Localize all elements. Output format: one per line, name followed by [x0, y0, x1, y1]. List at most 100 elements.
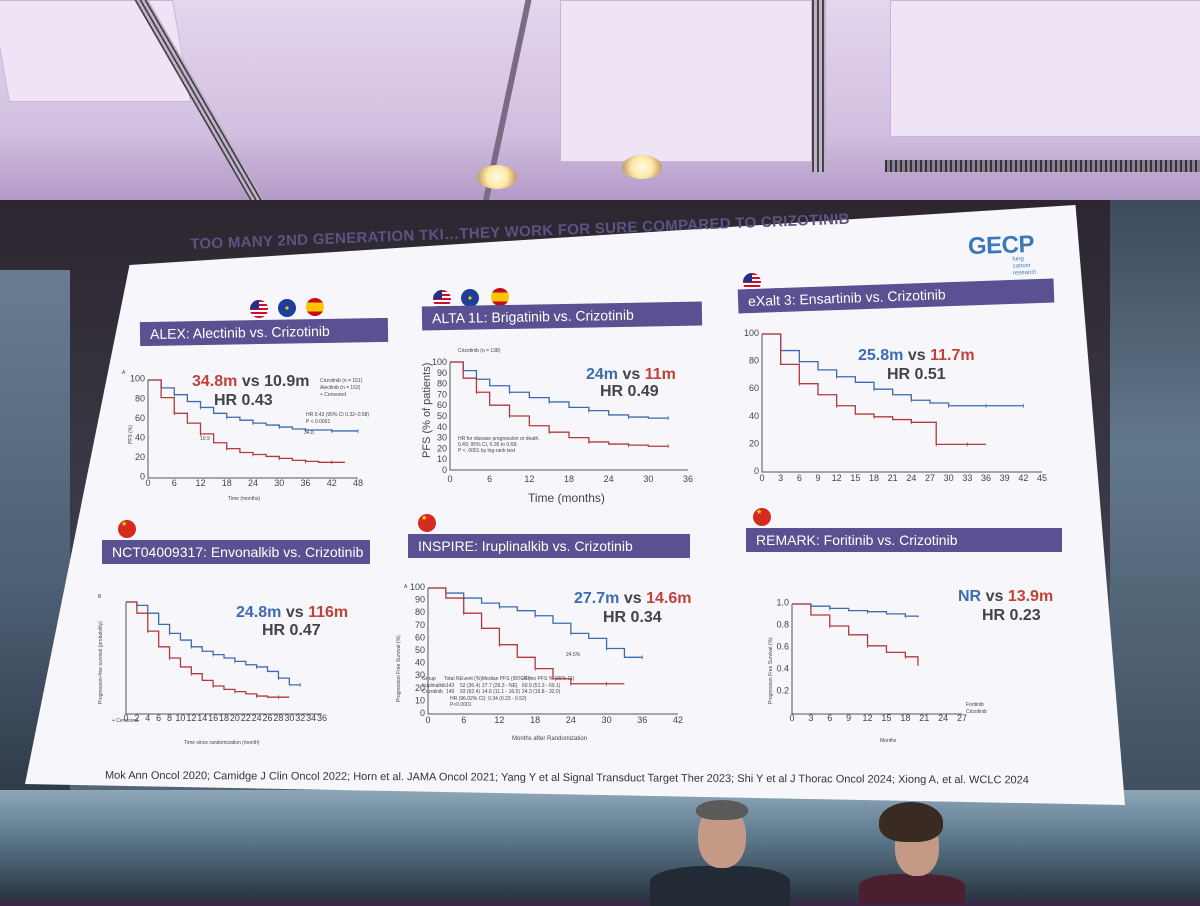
- summary-table: Group Total N Event (%) Median PFS (95% …: [422, 676, 575, 708]
- x-tick-label: 12: [524, 474, 534, 484]
- median-comparison: 25.8m vs 11.7m: [858, 347, 975, 365]
- hazard-ratio: HR 0.47: [262, 622, 321, 639]
- km-plot-nct04009317: B + Censored Progression-free survival (…: [98, 594, 327, 746]
- x-tick-label: 36: [637, 715, 647, 725]
- median-experimental: 34.8m: [192, 373, 238, 390]
- median-experimental: 24m: [586, 366, 619, 383]
- x-tick-label: 30: [643, 474, 653, 484]
- x-tick-label: 3: [778, 473, 783, 483]
- hazard-ratio: HR 0.34: [603, 609, 662, 626]
- ceiling-light: [477, 165, 517, 189]
- plot-axes: [125, 602, 322, 715]
- y-tick-label: 0: [754, 466, 759, 476]
- mark-label: 24.5%: [566, 652, 581, 658]
- plot-axes: [147, 380, 358, 479]
- y-tick-label: 60: [749, 383, 759, 393]
- survival-curve-experimental: [126, 601, 301, 686]
- y-tick-label: 100: [130, 374, 145, 384]
- spain-flag: [306, 298, 324, 316]
- y-tick-label: 80: [415, 607, 425, 617]
- x-tick-label: 42: [1018, 473, 1028, 483]
- y-tick-label: 30: [437, 433, 447, 443]
- table-header: 24-mo PFS % (95% CI): [522, 676, 575, 682]
- y-axis-label: Progression Free Survival (%): [396, 635, 402, 702]
- x-tick-label: 6: [487, 474, 492, 484]
- median-comparison: 24.8m vs 116m: [236, 604, 348, 622]
- man-suit: [650, 866, 790, 906]
- y-tick-label: 70: [437, 389, 447, 399]
- china-flag: [753, 508, 771, 526]
- x-tick-label: 3: [808, 713, 813, 723]
- y-tick-label: 0: [442, 465, 447, 475]
- vs-label: vs: [907, 347, 926, 364]
- presenter-man: [650, 800, 790, 906]
- survival-curve-experimental: [148, 379, 358, 432]
- x-tick-label: 36: [300, 478, 310, 488]
- stats-text: HR for disease progression or death,: [458, 436, 540, 442]
- vs-label: vs: [241, 373, 260, 390]
- y-axis-label: Progression Free Survival (%): [768, 637, 774, 704]
- survival-curve-crizotinib: [762, 333, 986, 446]
- y-tick-label: 0: [420, 708, 425, 718]
- legend-entry: Foritinib: [966, 702, 984, 708]
- x-tick-label: 16: [208, 713, 218, 723]
- y-tick-label: 70: [415, 620, 425, 630]
- ceiling-panel: [890, 0, 1200, 137]
- y-axis-label: Progression-free survival (probability): [98, 621, 104, 704]
- x-tick-label: 28: [273, 713, 283, 723]
- y-tick-label: 80: [437, 379, 447, 389]
- median-crizotinib: 11.7m: [930, 347, 975, 364]
- x-tick-label: 12: [494, 715, 504, 725]
- vs-label: vs: [985, 588, 1004, 605]
- panel-title-remark: REMARK: Foritinib vs. Crizotinib: [746, 528, 1062, 552]
- x-axis-label: Time (months): [228, 496, 260, 502]
- x-tick-label: 33: [962, 473, 972, 483]
- us-flag: [250, 300, 268, 318]
- x-tick-label: 0: [145, 478, 150, 488]
- presenter-woman: [855, 800, 975, 904]
- panel-letter: B: [98, 594, 102, 600]
- y-tick-label: 100: [432, 357, 447, 367]
- x-tick-label: 36: [981, 473, 991, 483]
- x-tick-label: 6: [156, 713, 161, 723]
- ceiling-panel: [560, 0, 812, 162]
- ceiling-vent: [812, 0, 826, 172]
- km-plot-inspire: A Progression Free Survival (%) Months a…: [396, 582, 683, 742]
- x-tick-label: 6: [172, 478, 177, 488]
- x-axis-label: Time since randomization (month): [184, 740, 260, 746]
- panel-letter: A: [122, 370, 126, 376]
- x-tick-label: 24: [252, 713, 262, 723]
- x-tick-label: 30: [274, 478, 284, 488]
- median-mark: 10.9: [200, 436, 210, 442]
- x-tick-label: 24: [566, 715, 576, 725]
- median-crizotinib: 116m: [308, 604, 349, 621]
- legend-entry: Alectinib (n = 152): [320, 385, 361, 391]
- x-tick-label: 8: [167, 713, 172, 723]
- table-cell: 24.3 (16.8 - 32.0): [522, 689, 561, 695]
- x-tick-label: 42: [673, 715, 683, 725]
- median-crizotinib: 14.6m: [646, 590, 692, 607]
- panel-title-nct04009317: NCT04009317: Envonalkib vs. Crizotinib: [102, 540, 370, 564]
- table-stat: HR (96.02% CI): 0.34 (0.23 - 0.52): [450, 696, 527, 702]
- y-tick-label: 80: [749, 356, 759, 366]
- plot-axes: [761, 334, 1042, 473]
- stats-text: HR 0.43 (95% CI 0.32–0.58): [306, 412, 369, 418]
- x-tick-label: 36: [683, 474, 693, 484]
- km-plot-remark: Progression Free Survival (%) Months For…: [768, 597, 987, 744]
- x-tick-label: 32: [295, 713, 305, 723]
- x-axis-label: Months after Randomization: [512, 736, 587, 742]
- stats-text: P < .0001 by log-rank test: [458, 448, 516, 454]
- x-tick-label: 48: [353, 478, 363, 488]
- x-tick-label: 6: [827, 713, 832, 723]
- x-tick-label: 36: [317, 713, 327, 723]
- x-tick-label: 6: [797, 473, 802, 483]
- x-tick-label: 22: [241, 713, 251, 723]
- y-axis-label: PFS (%): [128, 425, 134, 444]
- table-header: Event (%): [460, 676, 482, 682]
- man-hair: [696, 800, 748, 820]
- y-tick-label: 0.6: [776, 641, 789, 651]
- x-tick-label: 6: [461, 715, 466, 725]
- ceiling-light: [622, 155, 662, 179]
- eu-flag: [278, 299, 296, 317]
